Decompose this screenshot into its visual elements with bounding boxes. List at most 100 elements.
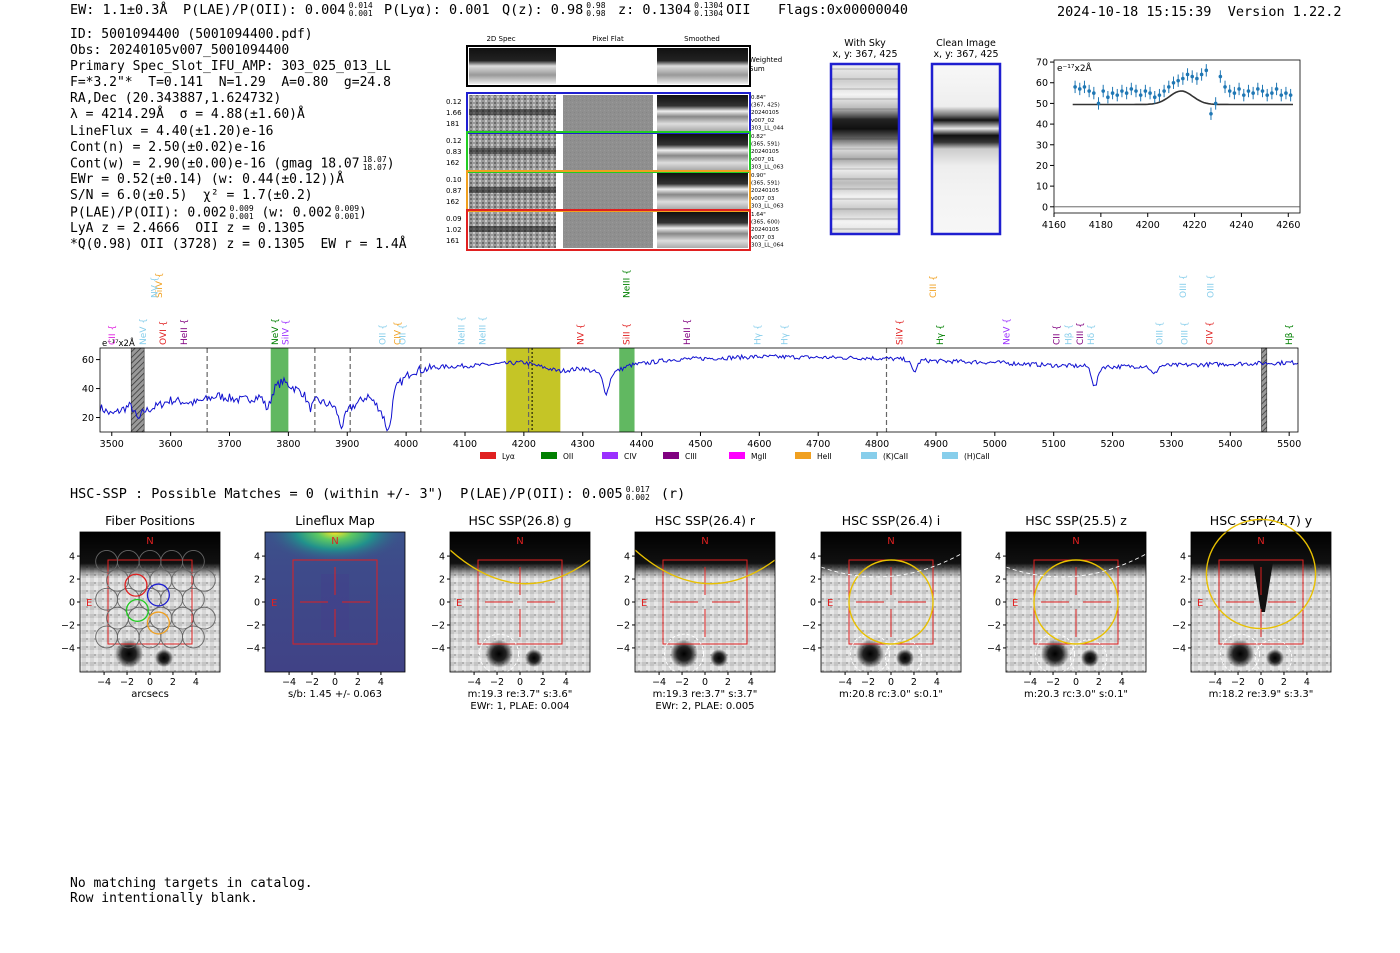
- info-plae: P(LAE)/P(OII): 0.002 0.009 0.001 (w: 0.002…: [70, 203, 367, 221]
- ytick-label: 4: [1180, 552, 1186, 563]
- legend-swatch: [861, 452, 877, 459]
- zoom-point: [1199, 72, 1204, 77]
- info-id: ID: 5001094400 (5001094400.pdf): [70, 27, 313, 42]
- zoom-point: [1073, 85, 1077, 89]
- spectral-line-label: Hγ {: [781, 324, 791, 345]
- legend-swatch: [942, 452, 958, 459]
- zoom-point: [1134, 89, 1138, 93]
- spectrum-fit-band: [506, 348, 561, 432]
- spectrum-xtick-label: 4000: [394, 439, 418, 450]
- zoom-ytick-label: 50: [1036, 99, 1048, 110]
- zoom-point: [1270, 91, 1274, 95]
- xtick-label: −4: [97, 677, 111, 688]
- zoom-point: [1251, 91, 1255, 95]
- cutout-pixel-flat: [563, 134, 653, 170]
- ytick-label: 4: [995, 552, 1001, 563]
- source-blob: [856, 639, 884, 668]
- zoom-point: [1246, 89, 1251, 93]
- cutout-2d-trace: [469, 148, 556, 154]
- ellipse-marker: [634, 549, 776, 585]
- spectrum-xtick-label: 4300: [571, 439, 595, 450]
- xtick-label: 0: [1258, 677, 1264, 688]
- zoom-point: [1148, 91, 1152, 95]
- panel-caption: m:20.3 rc:3.0" s:0.1": [1024, 689, 1128, 700]
- source-blob: [896, 649, 914, 667]
- zoom-point: [1167, 85, 1171, 89]
- panel-caption: m:20.8 rc:3.0" s:0.1": [839, 689, 943, 700]
- cutout-left-value: 0.09: [446, 215, 462, 223]
- spectrum-xtick-label: 4200: [512, 439, 536, 450]
- legend-label: (K)CaII: [883, 452, 908, 461]
- compass-north: N: [146, 536, 153, 547]
- spectrum-xtick-label: 3700: [217, 439, 241, 450]
- spectral-line-label: NeV {: [1003, 318, 1013, 345]
- ellipse-marker: [1205, 518, 1317, 630]
- zoom-xtick-label: 4240: [1229, 220, 1253, 231]
- zoom-point: [1288, 93, 1293, 97]
- zoom-point: [1157, 93, 1162, 97]
- xtick-label: 2: [1096, 677, 1102, 688]
- spectrum-skyline-band: [1261, 347, 1268, 433]
- legend-swatch: [541, 452, 557, 459]
- zoom-point: [1171, 80, 1176, 85]
- zoom-ytick-label: 70: [1036, 58, 1048, 69]
- zoom-point: [1092, 91, 1096, 95]
- compass-east: E: [827, 598, 833, 609]
- sum-label: Sum: [749, 65, 765, 73]
- source-blob: [155, 649, 173, 667]
- cutout-right-value: (365, 591): [751, 142, 780, 148]
- panel-title: HSC SSP(26.4) r: [655, 513, 756, 528]
- footer-row-blank: Row intentionally blank.: [70, 891, 258, 906]
- spectrum-unit-label: e⁻¹⁷x2Å: [102, 337, 135, 349]
- zoom-ytick-label: 40: [1036, 120, 1048, 131]
- spectrum-line-band: [619, 348, 635, 432]
- spectrum-xtick-label: 3500: [100, 439, 124, 450]
- ytick-label: −2: [246, 620, 260, 631]
- xtick-label: 0: [1073, 677, 1079, 688]
- xtick-label: −4: [282, 677, 296, 688]
- cutout-right-value: 0.90": [751, 173, 766, 179]
- ytick-label: −4: [431, 643, 445, 654]
- ytick-label: 0: [69, 598, 75, 609]
- zoom-point: [1124, 91, 1129, 95]
- panel-caption: m:19.3 re:3.7" s:3.7": [653, 689, 758, 700]
- cutout-left-value: 162: [446, 159, 459, 167]
- ytick-label: 0: [810, 598, 816, 609]
- zoom-point: [1152, 95, 1157, 100]
- zoom-point: [1077, 87, 1082, 91]
- zoom-point: [1237, 87, 1241, 91]
- spectral-line-label: SiII {: [622, 323, 632, 345]
- ytick-label: 4: [439, 552, 445, 563]
- info-sn: S/N = 6.0(±0.5) χ² = 1.7(±0.2): [70, 188, 313, 204]
- source-blob: [1266, 649, 1284, 667]
- zoom-point: [1096, 101, 1101, 106]
- xtick-label: −4: [1023, 677, 1037, 688]
- legend-label: HeII: [817, 452, 832, 461]
- cutout-right-value: 20240105: [751, 227, 779, 233]
- ytick-label: 4: [69, 552, 75, 563]
- spectrum-xtick-label: 4500: [688, 439, 712, 450]
- info-fwhm: F=*3.2"* T=0.141 N=1.29 A=0.80 g=24.8: [70, 75, 391, 91]
- zoom-point: [1204, 68, 1209, 73]
- legend-label: Lyα: [502, 452, 515, 461]
- panel-title: HSC SSP(25.5) z: [1025, 513, 1127, 528]
- ytick-label: 2: [810, 575, 816, 586]
- spectrum-xtick-label: 5300: [1159, 439, 1183, 450]
- cutout-right-value: (365, 600): [751, 220, 780, 226]
- full-spectrum-chart: 3500 3600 3700 3800 3900 4000 4100 4200 4300 4400…: [82, 270, 1301, 461]
- info-cont-n: Cont(n) = 2.50(±0.02)e-16: [70, 139, 266, 155]
- spectral-line-label: HeII {: [180, 319, 190, 345]
- ytick-label: −4: [987, 643, 1001, 654]
- source-blob: [485, 639, 513, 668]
- ellipse-marker: [820, 553, 962, 578]
- cutout-left-value: 0.83: [446, 148, 462, 156]
- cutout-right-value: 0.82": [751, 134, 766, 140]
- spectral-line-label: OIII {: [1206, 274, 1216, 298]
- cutout-right-value: 0.84": [751, 95, 766, 101]
- spectrum-xtick-label: 3900: [335, 439, 359, 450]
- spectrum-trace: [99, 353, 1299, 432]
- fiber-highlight: [146, 583, 170, 607]
- info-primary: Primary Spec_Slot_IFU_AMP: 303_025_013_L…: [70, 59, 391, 75]
- zoom-point: [1101, 89, 1105, 93]
